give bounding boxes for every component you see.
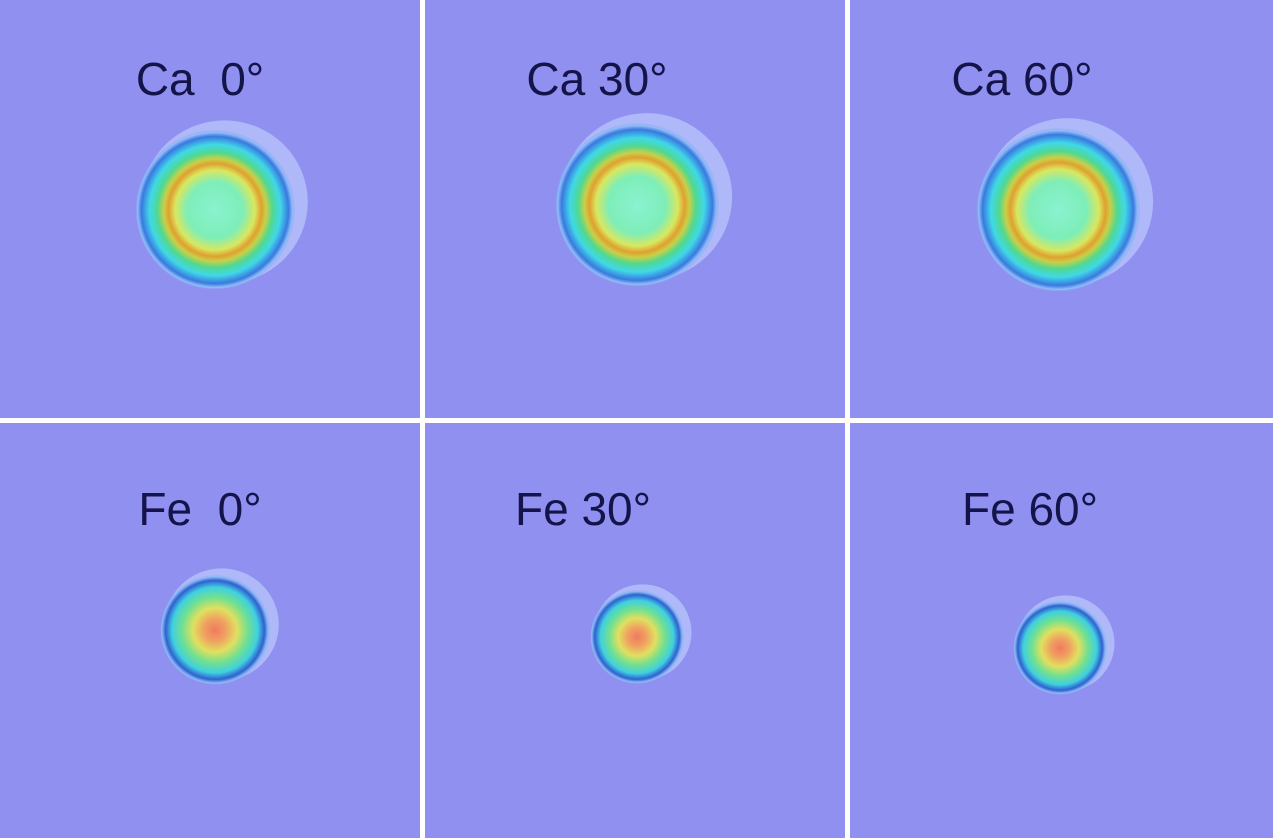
ring [1013, 601, 1107, 695]
panel-label: Fe 0° [138, 483, 261, 535]
panel-label: Fe 30° [515, 483, 651, 535]
ring [590, 590, 684, 684]
ring [160, 575, 270, 685]
ring [135, 130, 295, 290]
ring [976, 128, 1140, 292]
panel-label: Fe 60° [962, 483, 1098, 535]
ring [555, 123, 719, 287]
panel-label: Ca 0° [136, 53, 264, 105]
panel-label: Ca 30° [526, 53, 667, 105]
panel-label: Ca 60° [951, 53, 1092, 105]
